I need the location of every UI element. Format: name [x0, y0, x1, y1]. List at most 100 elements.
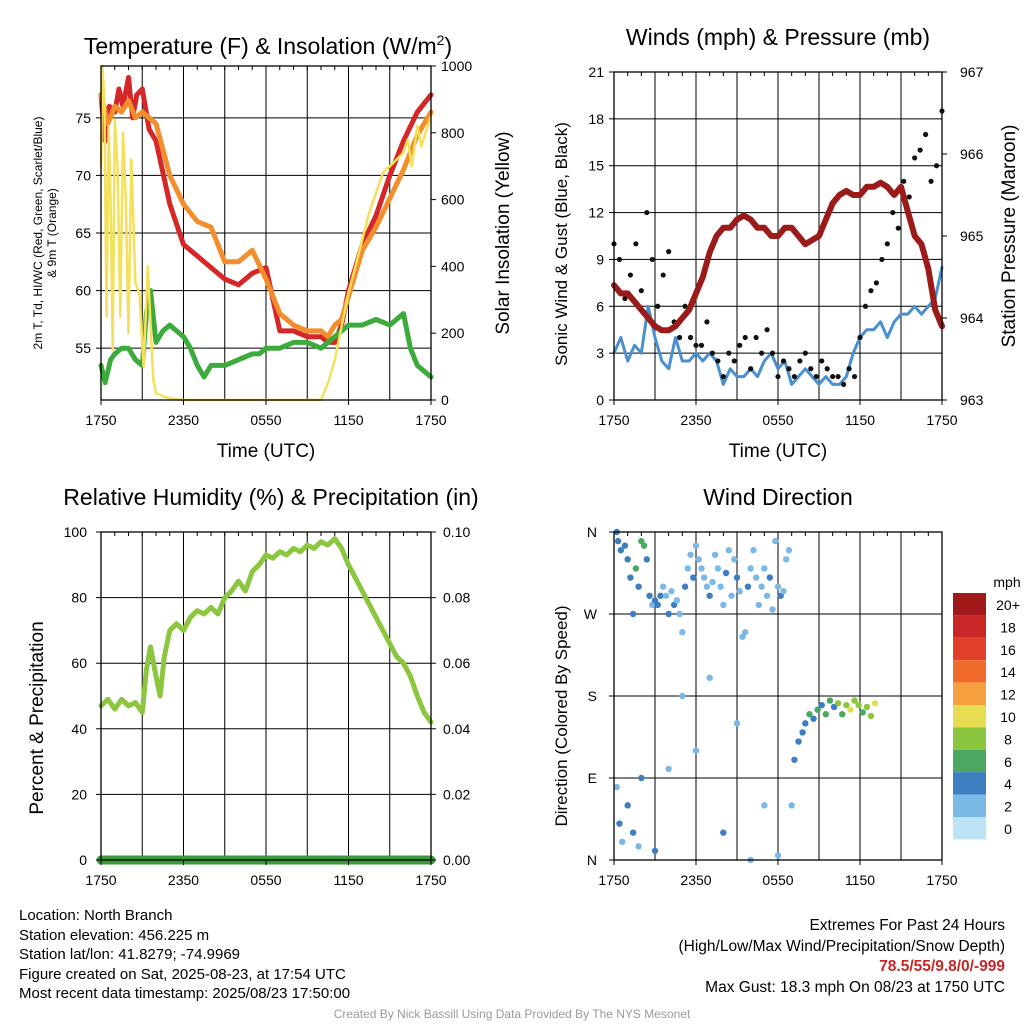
- direction-point-50: [750, 547, 757, 554]
- gust-point-20: [720, 373, 726, 380]
- direction-point-55: [763, 592, 771, 599]
- direction-point-38: [717, 583, 724, 590]
- direction-point-74: [692, 747, 700, 754]
- rh-ytick-left-label-0: 0: [79, 852, 87, 868]
- temp-ytick-right-label-3: 600: [441, 192, 465, 208]
- gust-point-15: [693, 342, 699, 348]
- colorbar-swatch-7: [953, 749, 986, 773]
- direction-point-48: [744, 583, 752, 590]
- direction-point-26: [684, 565, 691, 572]
- winds-ytick-right-label-1: 964: [960, 310, 984, 326]
- wdir-xtick-label-2: 0550: [762, 872, 793, 888]
- temp-xtick-label-1: 2350: [168, 412, 199, 428]
- direction-point-2: [617, 547, 625, 554]
- direction-point-84: [799, 729, 806, 736]
- gust-point-55: [912, 155, 918, 161]
- rh-series-0: [98, 536, 434, 725]
- direction-point-34: [706, 592, 713, 599]
- speed-colorbar: mph 20+ 18 16 14 12 10 8 6 4 2 0: [953, 574, 1021, 840]
- gust-point-41: [835, 373, 841, 380]
- gust-point-10: [666, 249, 672, 255]
- direction-point-45: [736, 588, 743, 595]
- colorbar-label-0: 20+: [996, 597, 1020, 613]
- rh-ytick-right-label-1: 0.02: [443, 786, 470, 802]
- gust-point-28: [764, 327, 770, 333]
- latlon-text: Station lat/lon: 41.8279; -74.9969: [19, 946, 241, 963]
- direction-point-17: [660, 583, 667, 590]
- gust-point-58: [928, 178, 934, 184]
- direction-point-59: [774, 583, 782, 590]
- winds-series-0: [612, 265, 944, 386]
- direction-point-72: [665, 765, 672, 773]
- rh-ytick-right-label-4: 0.08: [443, 590, 470, 606]
- direction-point-18: [662, 592, 670, 599]
- wdir-xtick-label-3: 1150: [845, 872, 875, 888]
- gust-point-1: [616, 256, 623, 263]
- direction-point-101: [867, 712, 875, 720]
- direction-point-96: [847, 706, 854, 713]
- extremes-title: Extremes For Past 24 Hours: [809, 917, 1005, 934]
- colorbar-swatch-3: [953, 660, 986, 683]
- temp-ytick-right-label-4: 800: [441, 125, 465, 141]
- temp-ylabel-left-1: 2m T, Td, HI/WC (Red, Green, Scarlet/Blu…: [31, 117, 45, 350]
- direction-point-49: [747, 565, 754, 572]
- rh-xtick-label-0: 1750: [85, 872, 116, 888]
- colorbar-swatch-6: [953, 727, 986, 750]
- wdir-ytick-label-2: S: [588, 688, 597, 704]
- winds-ylabel-left: Sonic Wind & Gust (Blue, Black): [552, 122, 571, 366]
- direction-point-91: [826, 697, 834, 704]
- gust-point-17: [704, 319, 710, 325]
- gust-point-48: [873, 280, 880, 286]
- temp-xtick-label-4: 1750: [415, 412, 446, 428]
- direction-point-66: [619, 838, 626, 845]
- winds-ytick-left-label-2: 6: [596, 298, 604, 314]
- temp-ytick-right-label-5: 1000: [441, 58, 472, 74]
- direction-point-88: [814, 706, 821, 713]
- gust-point-12: [677, 334, 683, 341]
- direction-point-68: [629, 829, 637, 836]
- temp-title-sup: 2: [437, 32, 445, 48]
- direction-point-51: [752, 574, 760, 581]
- gust-point-8: [655, 303, 661, 309]
- direction-point-102: [871, 700, 879, 707]
- direction-point-58: [772, 537, 779, 545]
- direction-point-87: [810, 715, 817, 722]
- colorbar-swatch-9: [953, 794, 986, 817]
- gust-point-46: [862, 303, 869, 309]
- direction-point-70: [638, 774, 645, 782]
- gust-point-25: [748, 366, 754, 372]
- gust-point-32: [786, 366, 792, 372]
- winds-ytick-right-label-3: 966: [960, 146, 984, 162]
- gust-point-4: [633, 241, 639, 247]
- direction-point-1: [614, 537, 622, 545]
- gust-point-37: [813, 373, 819, 380]
- direction-point-4: [624, 556, 631, 563]
- gust-point-35: [802, 350, 808, 356]
- direction-point-93: [834, 700, 842, 707]
- gust-point-50: [884, 241, 890, 247]
- colorbar-swatch-1: [953, 615, 986, 638]
- direction-point-36: [711, 551, 719, 558]
- temp-title-end: ): [444, 33, 452, 59]
- gust-point-39: [824, 366, 830, 372]
- colorbar-label-8: 4: [1004, 776, 1012, 792]
- winds-xtick-label-0: 1750: [598, 412, 629, 428]
- gust-point-9: [660, 272, 666, 278]
- gust-point-42: [841, 381, 847, 387]
- humidity-chart: Relative Humidity (%) & Precipitation (i…: [27, 484, 479, 888]
- colorbar-label-2: 16: [1000, 642, 1016, 658]
- gust-point-34: [797, 358, 803, 364]
- direction-point-23: [676, 610, 683, 618]
- direction-point-94: [839, 711, 846, 718]
- direction-point-54: [761, 565, 768, 572]
- direction-point-11: [643, 556, 650, 563]
- direction-point-67: [624, 802, 631, 809]
- gust-point-27: [759, 350, 765, 356]
- winds-ylabel-right: Station Pressure (Maroon): [999, 125, 1020, 348]
- direction-point-31: [698, 565, 705, 572]
- gust-point-53: [901, 178, 907, 184]
- direction-point-65: [616, 820, 623, 827]
- winds-xtick-label-2: 0550: [762, 412, 793, 428]
- direction-point-37: [714, 565, 722, 572]
- direction-point-100: [863, 703, 871, 711]
